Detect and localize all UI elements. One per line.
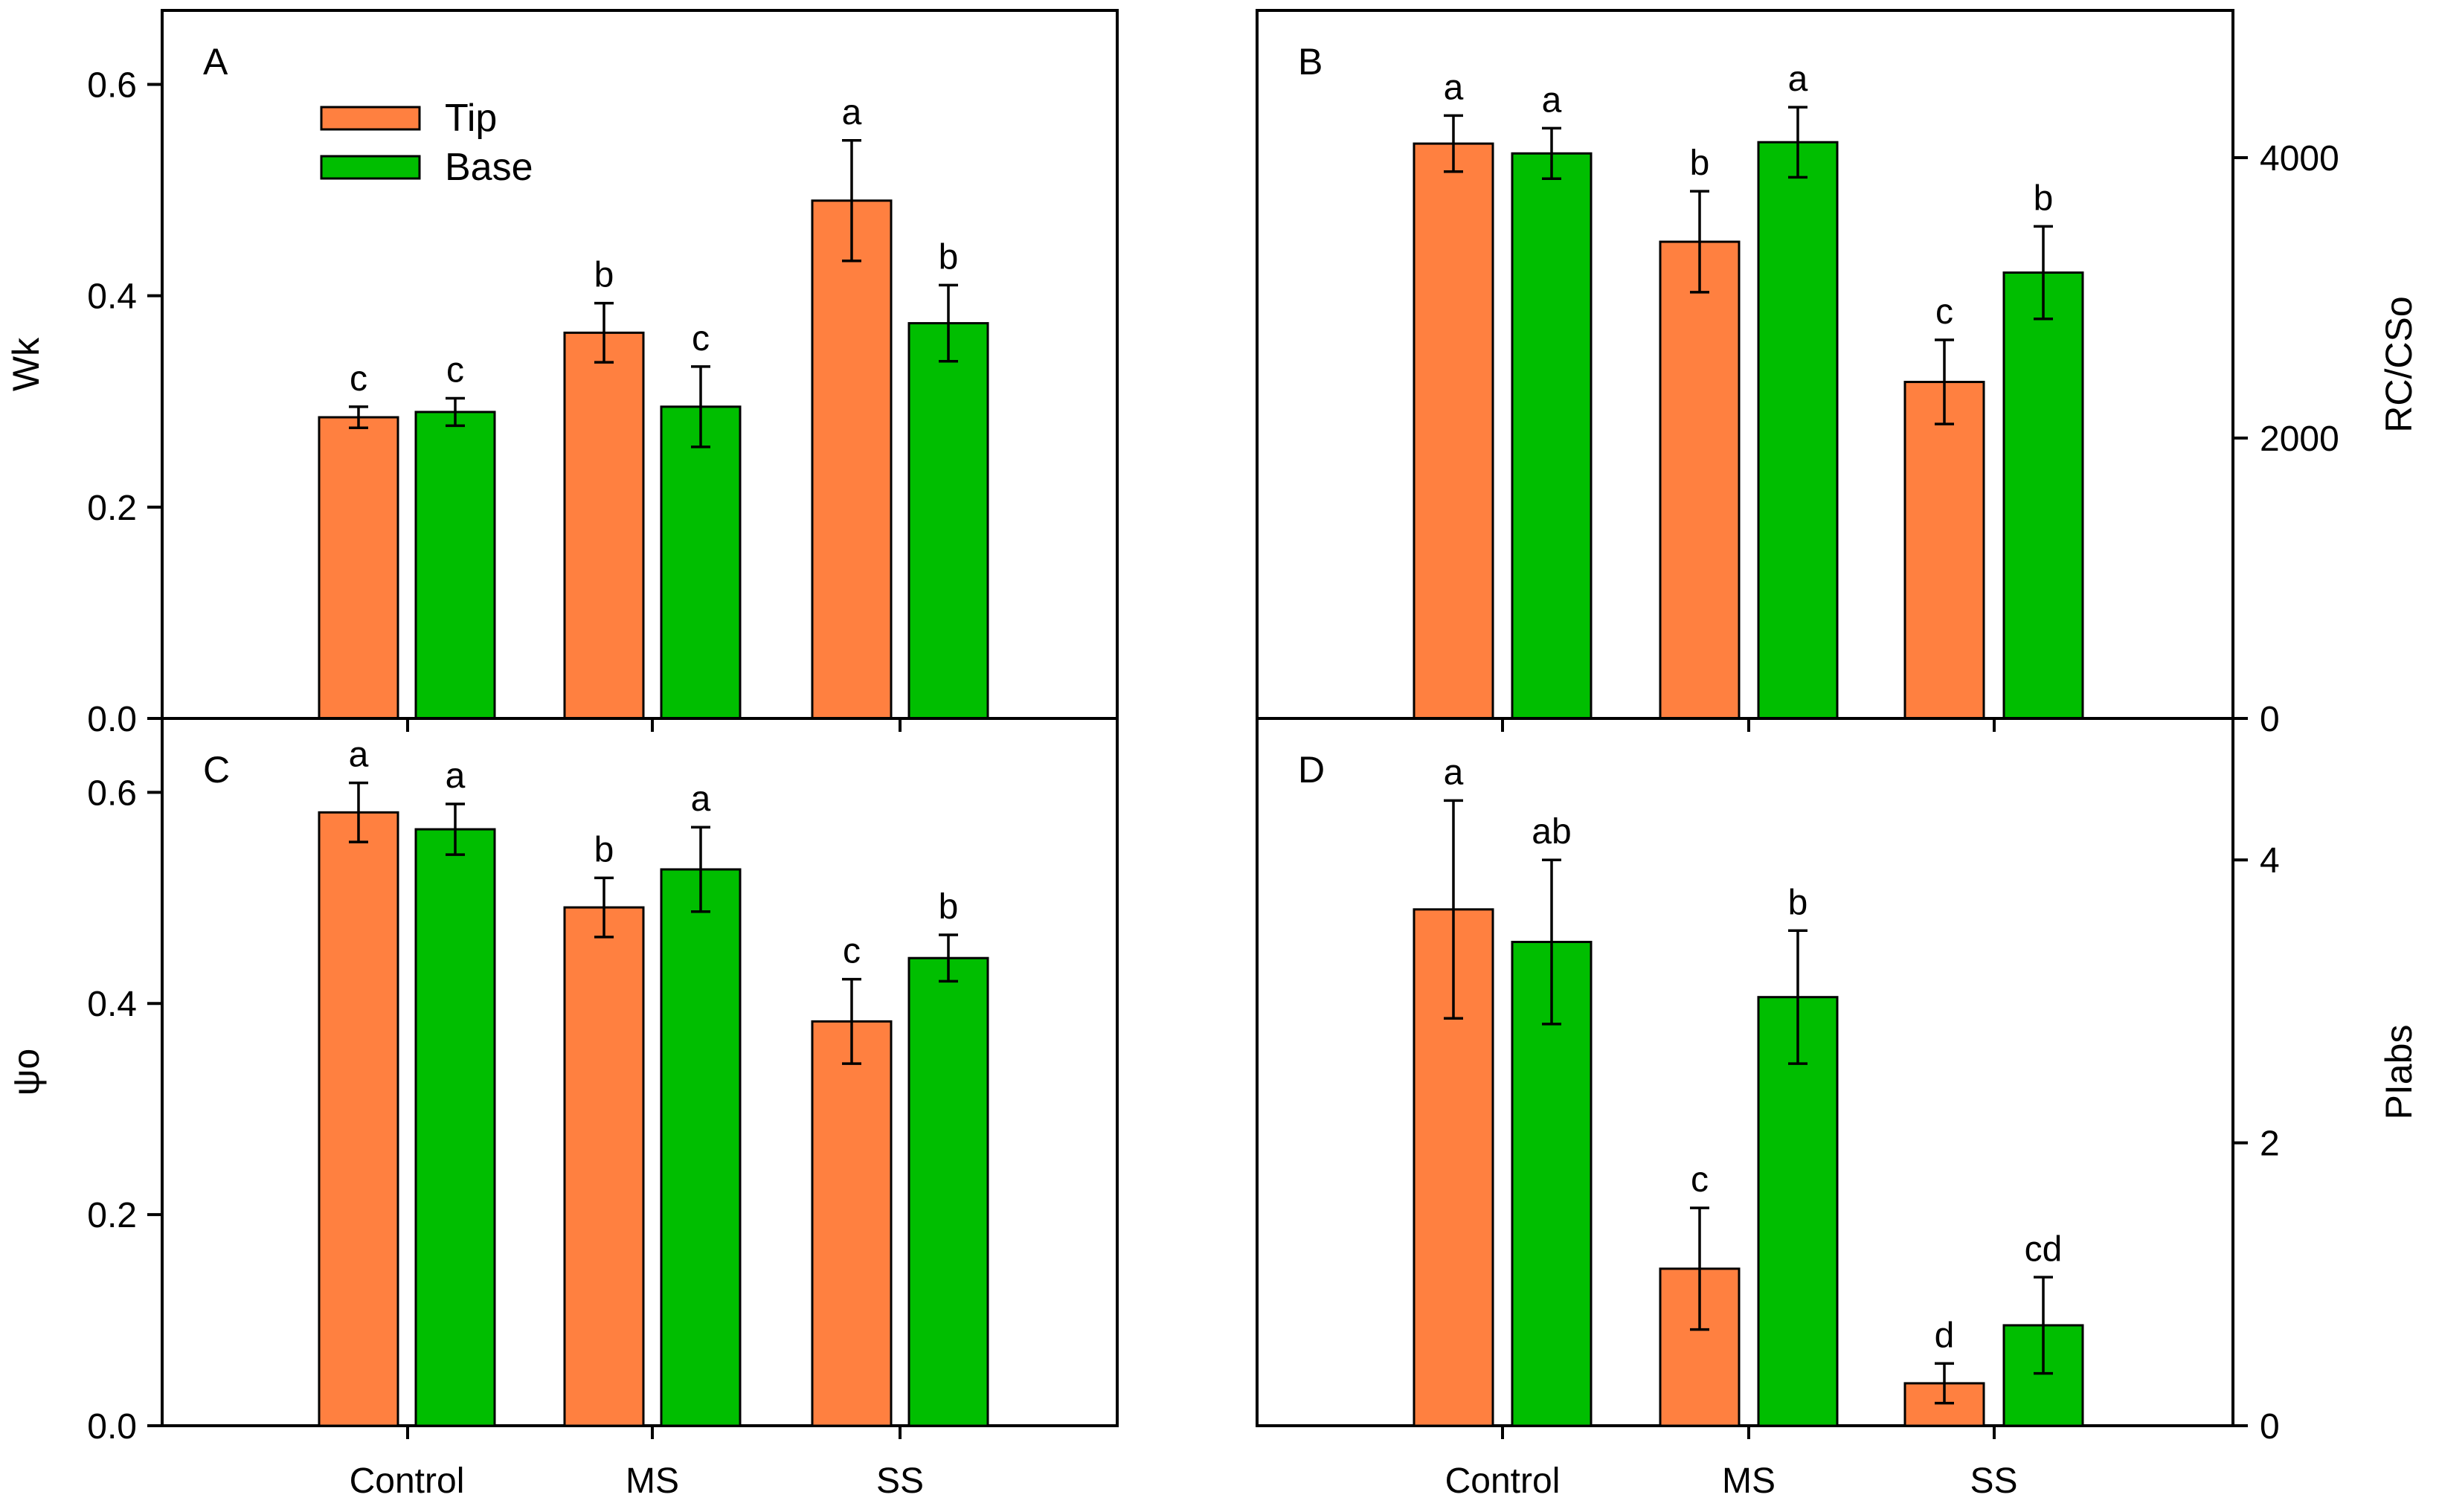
y-tick-label: 0.2 [87,489,137,528]
y-tick-label: 4000 [2260,139,2339,178]
significance-letter: b [939,887,959,927]
base-bar [1757,996,1839,1427]
significance-letter: a [1542,80,1562,120]
x-category-label: SS [876,1461,924,1501]
y-tick-label: 0.6 [87,773,137,813]
base-bar [414,828,496,1427]
legend-tip-swatch [320,106,421,131]
legend-base-swatch [320,155,421,180]
y-tick-label: 0.6 [87,65,137,105]
tip-bar [1903,381,1985,720]
y-axis-title: Wk [5,337,47,391]
panel-a: A 0.0 0.2 0.4 0.6 Wk c b a c c b [5,9,1119,739]
y-tick-label: 0.0 [87,700,137,739]
tip-bar [563,331,645,720]
significance-letter: ab [1532,812,1571,852]
panel-d-frame [1256,717,2234,1427]
significance-letter: c [1691,1160,1709,1200]
significance-letter: b [939,237,959,277]
y-axis-title: ψo [5,1049,47,1096]
y-tick-label: 0 [2260,1407,2280,1447]
base-bar [907,322,989,720]
significance-letter: b [1690,144,1710,183]
significance-letter: b [594,830,614,869]
x-category-label: MS [1722,1461,1776,1501]
tip-bar [1413,142,1494,720]
significance-letter: d [1935,1316,1955,1355]
y-axis-title: RC/CSo [2378,296,2420,432]
panel-c: C 0.0 0.2 0.4 0.6 ψo a b c a a b Control MS SS [5,717,1119,1501]
tip-bar [563,906,645,1427]
tip-bar [811,199,893,720]
significance-letter: a [446,756,466,796]
panel-letter: A [203,41,228,83]
significance-letter: c [446,350,464,390]
y-tick-label: 2 [2260,1125,2280,1164]
significance-letter: a [1788,59,1808,99]
base-bar [414,411,496,720]
base-bar [660,868,742,1427]
tip-bar [318,811,399,1427]
y-tick-label: 2000 [2260,419,2339,459]
tip-bar [811,1020,893,1427]
tip-bar [318,416,399,720]
x-category-label: SS [1970,1461,2017,1501]
base-bar [1757,141,1839,720]
legend-tip-label: Tip [445,97,497,140]
base-bar [907,956,989,1427]
y-tick-label: 0.2 [87,1196,137,1235]
significance-letter: a [842,93,862,132]
tip-bar [1659,240,1741,720]
panel-letter: B [1298,41,1323,83]
significance-letter: a [691,779,711,819]
significance-letter: a [349,736,369,775]
y-tick-label: 0.0 [87,1407,137,1447]
significance-letter: c [692,319,710,358]
significance-letter: b [1788,883,1808,922]
base-bar [660,405,742,720]
y-tick-label: 0.4 [87,985,137,1024]
x-category-label: Control [1445,1461,1561,1501]
legend-base-label: Base [445,146,533,189]
panel-b: B 0 2000 4000 RC/CSo a b c a a b [1256,9,2420,739]
y-axis-title: PIabs [2378,1025,2420,1120]
y-tick-label: 4 [2260,841,2280,881]
base-bar [2002,271,2084,720]
significance-letter: c [843,932,861,971]
significance-letter: c [1935,292,1953,332]
panel-letter: D [1298,749,1325,791]
panel-b-frame [1256,9,2234,720]
x-category-label: MS [626,1461,679,1501]
significance-letter: cd [2025,1229,2063,1269]
significance-letter: c [350,359,367,399]
base-bar [1511,152,1593,720]
significance-letter: b [594,256,614,295]
significance-letter: a [1444,68,1464,107]
significance-letter: a [1444,753,1464,792]
x-category-label: Control [350,1461,465,1501]
legend: Tip Base [320,97,533,189]
panel-letter: C [203,749,230,791]
y-tick-label: 0 [2260,700,2280,739]
y-tick-label: 0.4 [87,277,137,317]
significance-letter: b [2034,178,2054,218]
